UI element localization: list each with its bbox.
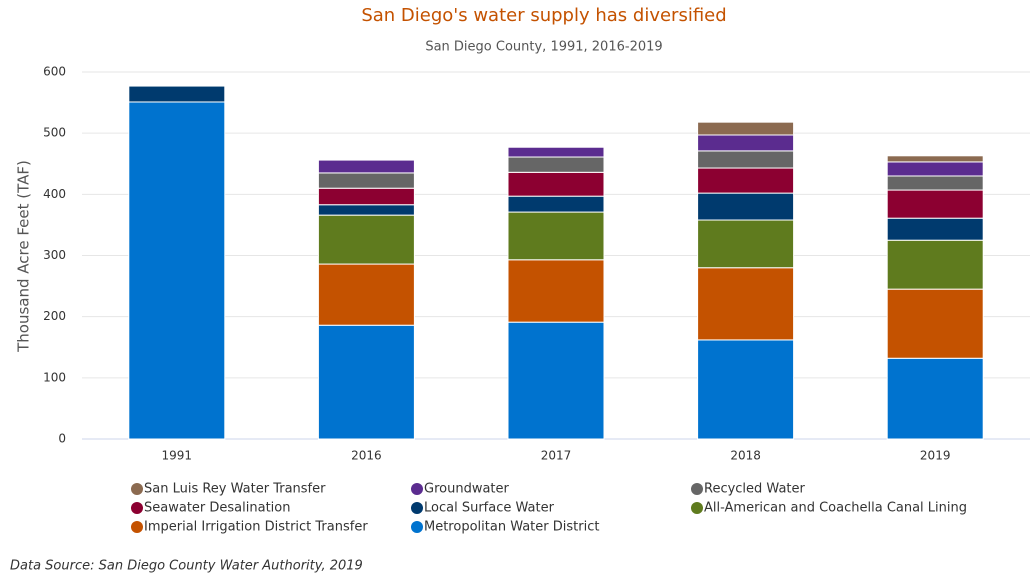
bar-segment [128, 101, 226, 440]
y-tick-label: 500 [43, 126, 66, 140]
chart-subtitle: San Diego County, 1991, 2016-2019 [425, 40, 662, 55]
bar-segment [697, 134, 795, 152]
bar-segment [886, 239, 984, 290]
legend-marker[interactable] [131, 521, 143, 533]
y-tick-label: 400 [43, 187, 66, 201]
y-tick-label: 0 [58, 432, 66, 446]
source-note: Data Source: San Diego County Water Auth… [10, 559, 363, 574]
bar-segment [697, 192, 795, 221]
bar-segment [317, 263, 415, 326]
bar-segment [886, 288, 984, 359]
bar-segment [317, 172, 415, 189]
legend-label[interactable]: Local Surface Water [424, 501, 555, 516]
legend-marker[interactable] [411, 483, 423, 495]
legend-label[interactable]: Recycled Water [704, 482, 806, 497]
y-tick-label: 600 [43, 65, 66, 79]
y-axis-title: Thousand Acre Feet (TAF) [15, 160, 33, 353]
legend-marker[interactable] [131, 483, 143, 495]
x-tick-label: 2016 [351, 449, 382, 463]
bar-segment [128, 85, 226, 103]
legend-label[interactable]: Metropolitan Water District [424, 520, 599, 535]
bar-segment [507, 259, 605, 323]
legend-label[interactable]: Seawater Desalination [144, 501, 290, 516]
x-tick-label: 1991 [162, 449, 193, 463]
y-tick-label: 300 [43, 248, 66, 262]
bar-segment [507, 146, 605, 158]
bar-segment [507, 195, 605, 213]
bar-segment [697, 219, 795, 269]
bar-segment [317, 204, 415, 216]
chart-title: San Diego's water supply has diversified [361, 5, 726, 26]
y-tick-label: 200 [43, 309, 66, 323]
y-tick-label: 100 [43, 370, 66, 384]
bar-segment [697, 121, 795, 136]
bar-segment [697, 267, 795, 341]
bar-segment [507, 156, 605, 173]
legend-marker[interactable] [691, 483, 703, 495]
x-tick-label: 2017 [541, 449, 572, 463]
bar-segment [697, 167, 795, 194]
bar-segment [886, 217, 984, 241]
legend-marker[interactable] [411, 502, 423, 514]
legend-marker[interactable] [131, 502, 143, 514]
legend-label[interactable]: Imperial Irrigation District Transfer [144, 520, 368, 535]
x-tick-label: 2018 [730, 449, 761, 463]
bar-segment [697, 339, 795, 440]
bar-segment [317, 159, 415, 174]
bar-segment [697, 150, 795, 169]
legend-marker[interactable] [411, 521, 423, 533]
bar-segment [886, 189, 984, 219]
legend-marker[interactable] [691, 502, 703, 514]
legend-label[interactable]: All-American and Coachella Canal Lining [704, 501, 967, 516]
bar-segment [886, 161, 984, 177]
legend-label[interactable]: San Luis Rey Water Transfer [144, 482, 326, 497]
bar-segment [886, 155, 984, 163]
bar-segment [317, 187, 415, 206]
x-tick-label: 2019 [920, 449, 951, 463]
bar-segment [507, 211, 605, 261]
bar-segment [507, 321, 605, 440]
bar-segment [886, 175, 984, 191]
bar-segment [317, 324, 415, 440]
bar-segment [317, 214, 415, 265]
bar-segment [886, 357, 984, 440]
bar-segment [507, 171, 605, 197]
legend-label[interactable]: Groundwater [424, 482, 510, 497]
